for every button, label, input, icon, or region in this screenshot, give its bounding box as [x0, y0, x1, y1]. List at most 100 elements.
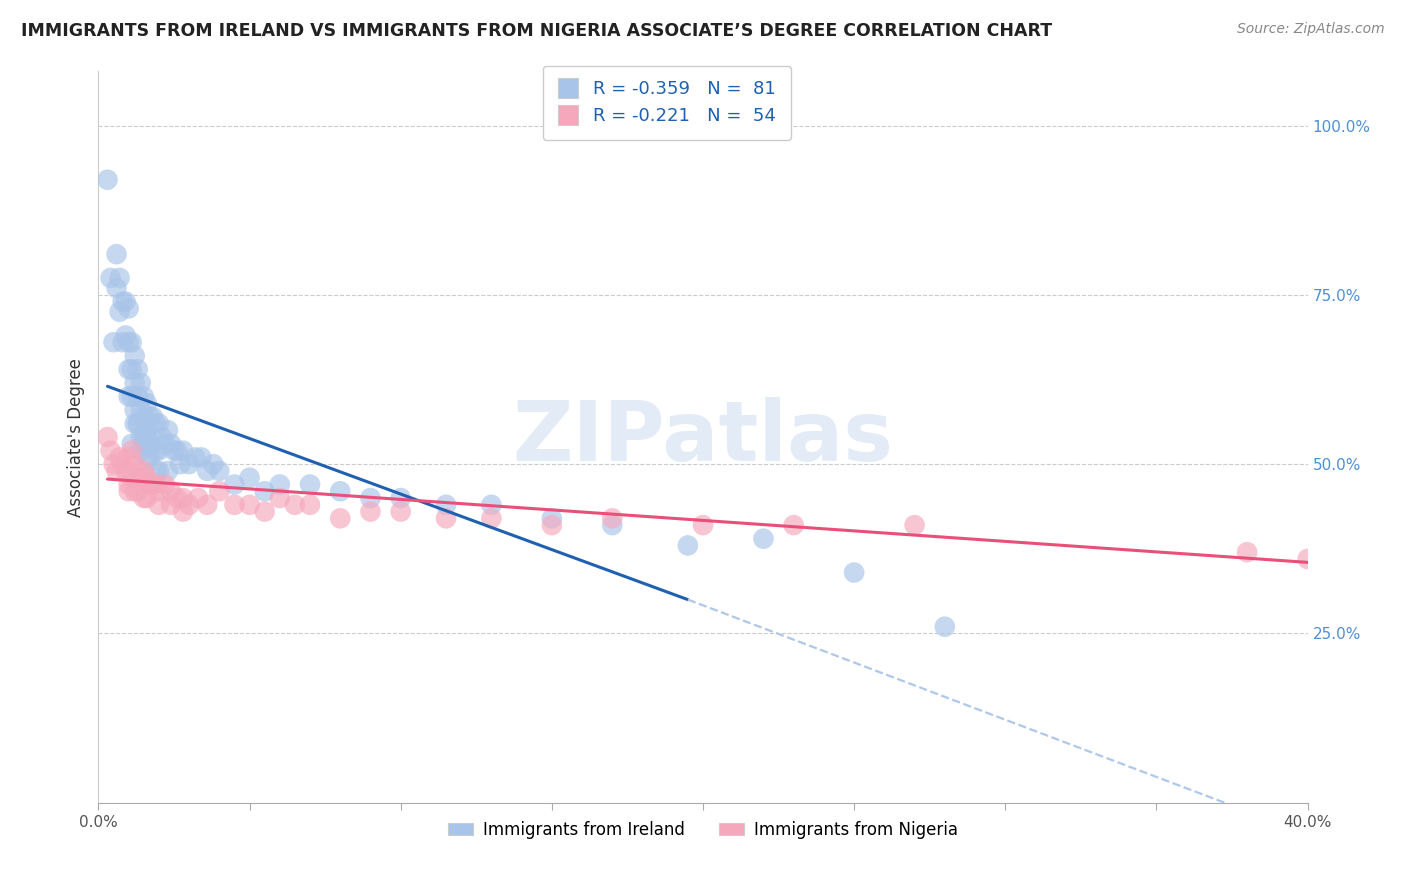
Point	[121, 389, 143, 403]
Point	[253, 484, 276, 499]
Point	[96, 430, 118, 444]
Point	[208, 484, 231, 499]
Point	[284, 498, 307, 512]
Point	[132, 430, 155, 444]
Point	[184, 450, 207, 465]
Point	[132, 389, 155, 403]
Point	[135, 491, 157, 505]
Point	[145, 443, 167, 458]
Point	[150, 430, 173, 444]
Point	[135, 430, 157, 444]
Point	[160, 498, 183, 512]
Point	[299, 477, 322, 491]
Point	[129, 430, 152, 444]
Point	[434, 511, 457, 525]
Point	[224, 498, 246, 512]
Point	[114, 294, 136, 309]
Point	[179, 457, 201, 471]
Point	[121, 437, 143, 451]
Point	[124, 417, 146, 431]
Point	[239, 498, 262, 512]
Point	[108, 305, 131, 319]
Point	[96, 172, 118, 186]
Point	[692, 518, 714, 533]
Point	[160, 484, 183, 499]
Point	[169, 457, 191, 471]
Point	[172, 505, 194, 519]
Point	[360, 491, 382, 505]
Point	[118, 450, 141, 465]
Point	[676, 538, 699, 552]
Point	[121, 335, 143, 350]
Point	[139, 477, 162, 491]
Point	[145, 417, 167, 431]
Point	[118, 477, 141, 491]
Point	[602, 518, 624, 533]
Point	[129, 443, 152, 458]
Point	[156, 464, 179, 478]
Point	[124, 403, 146, 417]
Point	[129, 471, 152, 485]
Point	[127, 362, 149, 376]
Point	[389, 505, 412, 519]
Point	[202, 457, 225, 471]
Point	[127, 417, 149, 431]
Point	[166, 443, 188, 458]
Point	[148, 484, 170, 499]
Point	[145, 477, 167, 491]
Point	[127, 464, 149, 478]
Point	[132, 409, 155, 424]
Point	[253, 505, 276, 519]
Point	[105, 464, 128, 478]
Y-axis label: Associate's Degree: Associate's Degree	[66, 358, 84, 516]
Point	[100, 443, 122, 458]
Point	[602, 511, 624, 525]
Text: IMMIGRANTS FROM IRELAND VS IMMIGRANTS FROM NIGERIA ASSOCIATE’S DEGREE CORRELATIO: IMMIGRANTS FROM IRELAND VS IMMIGRANTS FR…	[21, 22, 1052, 40]
Point	[148, 464, 170, 478]
Point	[139, 437, 162, 451]
Point	[904, 518, 927, 533]
Point	[135, 471, 157, 485]
Point	[752, 532, 775, 546]
Point	[105, 247, 128, 261]
Legend: Immigrants from Ireland, Immigrants from Nigeria: Immigrants from Ireland, Immigrants from…	[441, 814, 965, 846]
Point	[129, 403, 152, 417]
Point	[103, 335, 125, 350]
Point	[195, 464, 218, 478]
Point	[139, 409, 162, 424]
Point	[172, 443, 194, 458]
Point	[208, 464, 231, 478]
Point	[934, 620, 956, 634]
Point	[121, 443, 143, 458]
Point	[389, 491, 412, 505]
Point	[111, 457, 134, 471]
Point	[124, 376, 146, 390]
Point	[540, 511, 562, 525]
Point	[481, 511, 503, 525]
Point	[187, 491, 209, 505]
Point	[783, 518, 806, 533]
Point	[105, 281, 128, 295]
Point	[132, 491, 155, 505]
Point	[139, 450, 162, 465]
Point	[108, 450, 131, 465]
Point	[135, 450, 157, 465]
Point	[540, 518, 562, 533]
Point	[114, 328, 136, 343]
Point	[108, 271, 131, 285]
Point	[114, 464, 136, 478]
Point	[142, 437, 165, 451]
Point	[329, 511, 352, 525]
Point	[172, 491, 194, 505]
Point	[195, 498, 218, 512]
Point	[127, 484, 149, 499]
Point	[118, 389, 141, 403]
Point	[118, 362, 141, 376]
Point	[121, 362, 143, 376]
Point	[118, 335, 141, 350]
Point	[329, 484, 352, 499]
Point	[269, 477, 291, 491]
Point	[434, 498, 457, 512]
Point	[124, 349, 146, 363]
Point	[135, 423, 157, 437]
